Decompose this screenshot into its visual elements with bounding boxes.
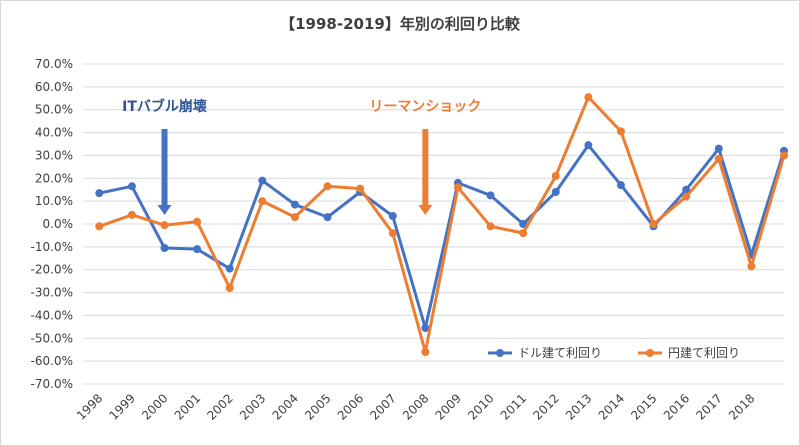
data-point xyxy=(193,245,202,254)
data-point xyxy=(486,222,495,231)
data-point xyxy=(649,220,658,228)
data-point xyxy=(388,212,397,220)
data-point xyxy=(682,192,691,201)
data-point xyxy=(616,127,625,136)
y-tick-label: -60.0% xyxy=(31,354,73,368)
data-point xyxy=(519,220,528,228)
x-tick-label: 2005 xyxy=(302,391,333,422)
x-tick-label: 2011 xyxy=(498,391,529,422)
x-tick-label: 2006 xyxy=(335,391,366,422)
y-tick-label: -30.0% xyxy=(31,286,73,300)
data-point xyxy=(747,262,756,271)
data-point xyxy=(225,284,234,292)
data-point xyxy=(95,222,104,231)
y-tick-label: -70.0% xyxy=(31,377,73,391)
x-tick-label: 2018 xyxy=(726,391,757,422)
y-tick-label: 10.0% xyxy=(35,194,73,208)
data-point xyxy=(486,191,495,200)
y-tick-label: 0.0% xyxy=(43,217,74,231)
data-point xyxy=(95,189,104,198)
x-tick-label: 2007 xyxy=(367,391,398,422)
x-tick-label: 1998 xyxy=(74,391,105,422)
data-point xyxy=(421,348,430,356)
x-tick-label: 2015 xyxy=(628,391,659,422)
data-point xyxy=(584,93,593,102)
data-point xyxy=(258,176,267,185)
y-tick-label: 30.0% xyxy=(35,148,73,162)
data-point xyxy=(160,221,169,230)
annotation-arrow-shaft xyxy=(161,129,168,205)
annotation-arrow-head xyxy=(418,205,433,215)
data-point xyxy=(323,182,332,191)
legend-swatch-marker xyxy=(646,349,654,357)
x-tick-label: 2016 xyxy=(661,391,692,422)
data-point xyxy=(290,213,299,222)
data-point xyxy=(356,184,365,193)
x-tick-label: 2012 xyxy=(530,391,561,422)
annotation-label: リーマンショック xyxy=(369,99,481,115)
x-tick-label: 2000 xyxy=(139,391,170,422)
data-point xyxy=(160,244,169,252)
annotation-label: ITバブル崩壊 xyxy=(122,98,208,115)
x-tick-label: 2003 xyxy=(237,391,268,422)
legend-label: ドル建て利回り xyxy=(518,346,602,360)
y-tick-label: 50.0% xyxy=(35,103,73,117)
data-point xyxy=(584,141,593,150)
data-point xyxy=(551,172,560,180)
series-line-2 xyxy=(97,95,786,354)
data-point xyxy=(323,213,332,222)
data-point xyxy=(225,264,234,273)
y-tick-label: -20.0% xyxy=(31,263,73,277)
data-point xyxy=(714,144,723,153)
annotation-arrow-shaft xyxy=(422,129,429,205)
data-point xyxy=(127,182,136,191)
y-tick-label: -40.0% xyxy=(31,308,73,322)
x-tick-label: 2004 xyxy=(270,391,301,422)
x-tick-label: 2014 xyxy=(596,391,627,422)
x-tick-label: 2013 xyxy=(563,391,594,422)
annotation-arrow-head xyxy=(157,205,172,215)
y-tick-label: 20.0% xyxy=(35,171,73,185)
data-point xyxy=(616,181,625,190)
data-point xyxy=(388,229,397,238)
legend-swatch-marker xyxy=(496,349,504,357)
data-point xyxy=(421,324,430,332)
y-tick-label: -50.0% xyxy=(31,331,73,345)
y-tick-label: 40.0% xyxy=(35,126,73,140)
x-tick-label: 2001 xyxy=(172,391,203,422)
x-tick-label: 2009 xyxy=(433,391,464,422)
data-point xyxy=(714,154,723,163)
data-point xyxy=(290,200,299,209)
data-point xyxy=(193,217,202,226)
x-tick-label: 2008 xyxy=(400,391,431,422)
data-point xyxy=(551,188,560,196)
data-point xyxy=(780,151,788,160)
y-tick-label: 60.0% xyxy=(35,80,73,94)
legend-label: 円建て利回り xyxy=(668,346,740,360)
x-tick-label: 2002 xyxy=(204,391,235,422)
y-tick-label: -10.0% xyxy=(31,240,73,254)
y-tick-label: 70.0% xyxy=(35,57,73,71)
x-tick-label: 2017 xyxy=(693,391,724,422)
series-line-1 xyxy=(97,143,786,330)
x-tick-label: 2010 xyxy=(465,391,496,422)
data-point xyxy=(258,197,267,206)
data-point xyxy=(519,229,528,238)
data-point xyxy=(453,183,462,192)
data-point xyxy=(682,185,691,194)
data-point xyxy=(127,210,136,219)
chart-title: 【1998-2019】年別の利回り比較 xyxy=(280,15,520,33)
x-tick-label: 1999 xyxy=(107,391,138,422)
